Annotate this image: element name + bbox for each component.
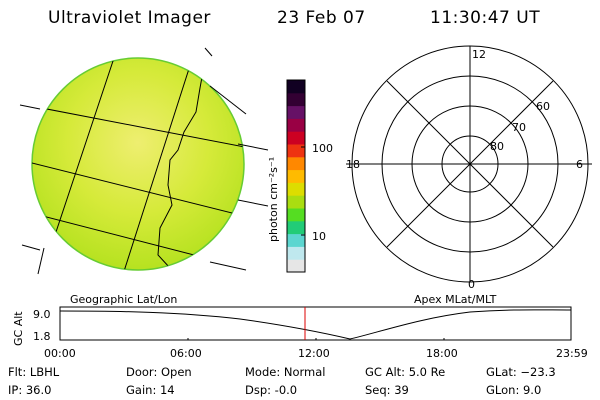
image-time: 11:30:47 UT: [430, 8, 541, 28]
x-tick-label: 18:00: [426, 347, 458, 360]
colorbar-tick-100: 100: [312, 142, 333, 155]
polar-mlt-12: 12: [472, 48, 486, 61]
colorbar-segment: [287, 156, 305, 171]
colorbar-segment: [287, 182, 305, 196]
colorbar-segment: [287, 144, 305, 158]
info-dsp: Dsp: -0.0: [245, 383, 298, 397]
altitude-ytick-high: 9.0: [33, 308, 51, 321]
altitude-ylabel: GC Alt: [12, 311, 25, 346]
polar-mlt-18: 18: [346, 158, 360, 171]
earth-disk: [31, 57, 245, 271]
latitude-line-outside: [19, 104, 41, 110]
info-gain: Gain: 14: [126, 383, 175, 397]
altitude-plot: [59, 306, 572, 341]
x-tick-label: 06:00: [170, 347, 202, 360]
x-tick-label: 23:59: [556, 347, 588, 360]
colorbar-segment: [287, 118, 305, 132]
colorbar-tick-10: 10: [312, 230, 326, 243]
info-glat: GLat: −23.3: [486, 365, 556, 379]
latitude-line: [32, 154, 244, 221]
polar-lat-70: 70: [512, 121, 526, 134]
colorbar-segment: [287, 105, 305, 119]
instrument-title: Ultraviolet Imager: [48, 8, 211, 28]
longitude-line-outside: [204, 47, 213, 57]
geo-edge-line: [209, 85, 247, 115]
info-door: Door: Open: [126, 365, 192, 379]
info-filter: Flt: LBHL: [8, 365, 60, 379]
latitude-line-outside: [237, 143, 269, 151]
polar-lat-60: 60: [536, 100, 550, 113]
colorbar-segment: [287, 195, 305, 209]
info-glon: GLon: 9.0: [486, 383, 542, 397]
header: Ultraviolet Imager 23 Feb 07 11:30:47 UT: [0, 6, 600, 32]
info-ip: IP: 36.0: [8, 383, 52, 397]
colorbar-segment: [287, 92, 305, 107]
x-tick-label: 12:00: [298, 347, 330, 360]
latitude-line-outside: [237, 199, 269, 207]
longitude-line: [117, 58, 196, 270]
colorbar: [286, 79, 306, 273]
polar-lat-80: 80: [490, 140, 504, 153]
polar-mlt-0: 0: [468, 278, 475, 291]
colorbar-segment: [287, 208, 305, 222]
polar-mlt-6: 6: [576, 158, 583, 171]
coastline: [157, 58, 207, 270]
x-tick-label: 00:00: [44, 347, 76, 360]
colorbar-unit-label: photon cm⁻²s⁻¹: [267, 157, 280, 242]
image-date: 23 Feb 07: [277, 8, 366, 28]
colorbar-segment: [287, 131, 305, 145]
colorbar-segment: [287, 80, 305, 94]
altitude-curve: [59, 309, 572, 340]
geo-edge-line: [209, 261, 247, 271]
info-seq: Seq: 39: [365, 383, 409, 397]
altitude-ytick-low: 1.8: [33, 330, 51, 343]
polar-plot: [346, 45, 592, 283]
geographic-image: [19, 47, 269, 275]
geo-panel-label: Geographic Lat/Lon: [70, 293, 177, 306]
info-gc-alt: GC Alt: 5.0 Re: [365, 365, 446, 379]
latitude-line-outside: [21, 244, 41, 251]
colorbar-frame: [286, 79, 306, 273]
colorbar-segment: [287, 169, 305, 183]
polar-diagonal: [386, 80, 554, 248]
colorbar-segment: [287, 246, 305, 260]
info-mode: Mode: Normal: [245, 365, 326, 379]
colorbar-segment: [287, 233, 305, 247]
polar-panel-label: Apex MLat/MLT: [414, 293, 497, 306]
colorbar-segment: [287, 220, 305, 235]
longitude-line-outside: [37, 247, 45, 275]
colorbar-segment: [287, 259, 305, 273]
